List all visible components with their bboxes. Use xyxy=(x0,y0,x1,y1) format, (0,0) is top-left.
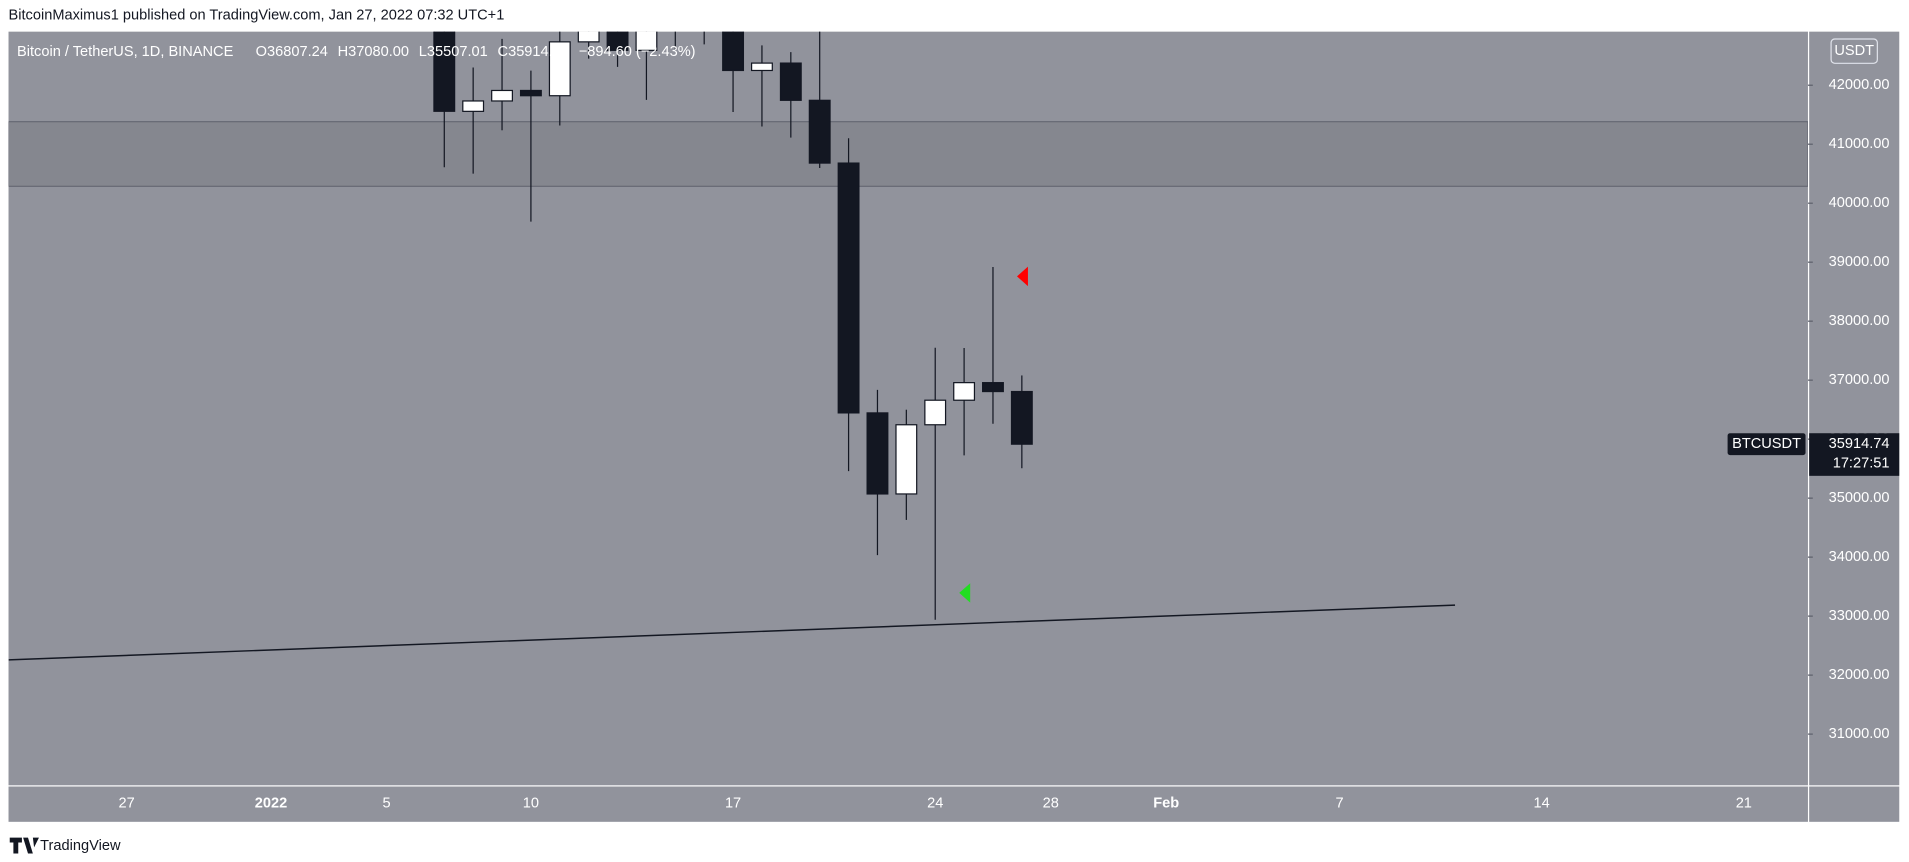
x-tick-label: 2022 xyxy=(255,795,287,811)
x-tick-label: 10 xyxy=(523,795,539,811)
candle-body xyxy=(519,89,542,97)
ohlc-legend: O36807.24 H37080.00 L35507.01 C35914.74 −894… xyxy=(256,44,696,60)
y-tick-label: 37000.00 xyxy=(1829,372,1890,388)
ohlc-value: L35507.01 xyxy=(419,44,488,60)
candle-body xyxy=(750,62,773,72)
signal-marker xyxy=(959,583,971,603)
candle-body xyxy=(924,399,947,426)
x-tick-label: 5 xyxy=(382,795,390,811)
plot xyxy=(8,31,1808,661)
price-tag-label: 35914.74 xyxy=(1829,436,1890,452)
candle-body xyxy=(433,31,456,112)
y-tick-label: 33000.00 xyxy=(1829,608,1890,624)
x-tick-label: 17 xyxy=(725,795,741,811)
candle-body xyxy=(953,382,976,401)
x-tick-label: 14 xyxy=(1534,795,1550,811)
resistance-zone xyxy=(8,121,1808,187)
candle-body xyxy=(491,89,513,102)
currency-badge xyxy=(1830,38,1878,64)
candle-body xyxy=(462,100,485,112)
price-tag xyxy=(1809,433,1900,476)
candle-body xyxy=(606,31,629,51)
ohlc-value: H37080.00 xyxy=(338,44,409,60)
candle-body xyxy=(779,62,802,101)
axes: 31000.00 32000.00 33000.00 34000.00 35000.00… xyxy=(119,77,1900,811)
signal-marker xyxy=(1016,266,1028,287)
symbol-tag xyxy=(1727,433,1806,456)
attribution: BitcoinMaximus1 published on TradingView… xyxy=(9,8,505,24)
y-tick-label: 35000.00 xyxy=(1829,490,1890,506)
y-tick-label: 41000.00 xyxy=(1829,136,1890,152)
x-tick-label: 28 xyxy=(1043,795,1059,811)
x-tick-label: 27 xyxy=(119,795,135,811)
candle-body xyxy=(1010,390,1033,445)
time-axis xyxy=(8,786,1808,822)
y-tick-label: 39000.00 xyxy=(1829,254,1890,270)
y-tick-label: 38000.00 xyxy=(1829,313,1890,329)
currency-label: USDT xyxy=(1834,43,1874,59)
y-tick-label: 40000.00 xyxy=(1829,195,1890,211)
y-tick-label: 32000.00 xyxy=(1829,667,1890,683)
candle-body xyxy=(866,412,889,495)
candle-body xyxy=(837,162,860,414)
y-tick-label: 34000.00 xyxy=(1829,549,1890,565)
candle-body xyxy=(548,41,571,97)
axis-corner xyxy=(1809,786,1900,822)
y-tick-label: 42000.00 xyxy=(1829,77,1890,93)
y-tick-label: 31000.00 xyxy=(1829,726,1890,742)
candle-body xyxy=(895,424,918,495)
candle-body xyxy=(982,382,1004,393)
symbol-tag-label: BTCUSDT xyxy=(1732,436,1801,452)
candle-body xyxy=(722,31,745,72)
x-tick-label: 7 xyxy=(1335,795,1343,811)
countdown: 17:27:51 xyxy=(1833,456,1890,472)
x-tick-label: Feb xyxy=(1153,795,1179,811)
candle-body xyxy=(635,31,658,51)
candle-body xyxy=(577,31,600,43)
ohlc-value: O36807.24 xyxy=(256,44,328,60)
price-axis xyxy=(1809,31,1900,786)
trendline xyxy=(8,604,1456,661)
ohlc-value: −894.60 (−2.43%) xyxy=(579,44,696,60)
x-tick-label: 21 xyxy=(1736,795,1752,811)
brand: TradingView xyxy=(40,838,121,854)
x-tick-label: 24 xyxy=(927,795,943,811)
tradingview-logo xyxy=(9,837,39,854)
ohlc-value: C35914.74 xyxy=(498,44,569,60)
symbol-title: Bitcoin / TetherUS, 1D, BINANCE xyxy=(17,44,234,60)
candle-body xyxy=(808,99,831,164)
